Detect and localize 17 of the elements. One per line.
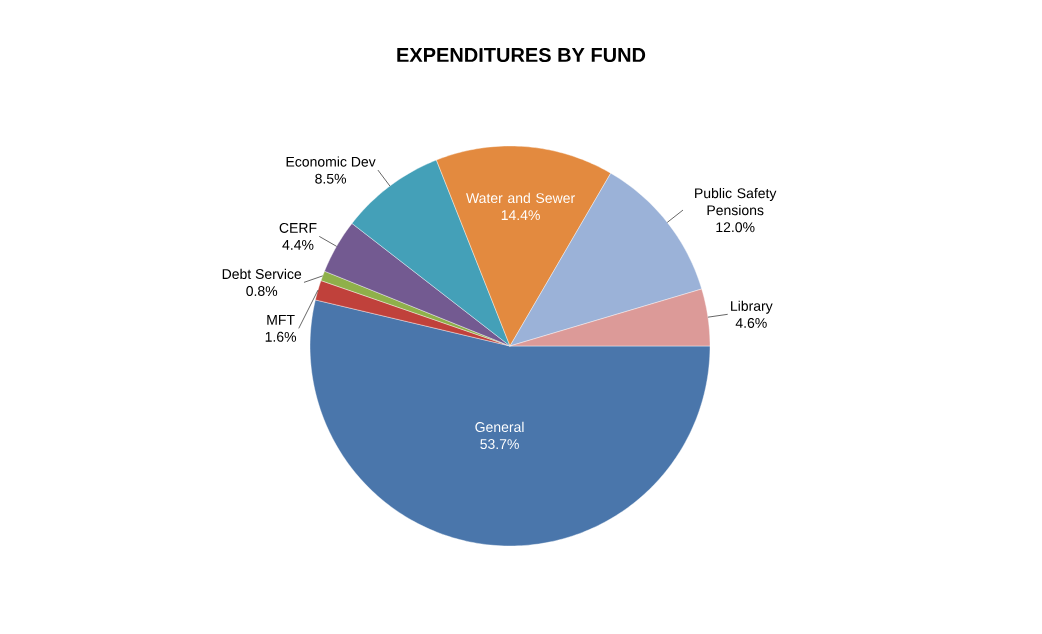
slice-label: Library [731, 300, 773, 314]
slice-label: General [475, 421, 524, 433]
data-label: 4.4% [282, 240, 314, 250]
slice-label: CERF [279, 222, 317, 233]
slice-label: Debt Service [222, 268, 302, 280]
chart-title: EXPENDITURES BY FUND [397, 47, 646, 63]
slice-label: Economic Dev [286, 156, 376, 167]
slice-label: MFT [267, 315, 295, 325]
data-label: 8.5% [315, 173, 347, 184]
data-label: 12.0% [716, 222, 755, 233]
data-label: 14.4% [501, 210, 540, 220]
slice-label: Public Safety Pensions [695, 187, 777, 216]
data-label: 1.6% [265, 331, 297, 342]
data-label: 0.8% [246, 286, 278, 297]
data-label: 4.6% [735, 318, 767, 328]
slice-label: Water and Sewer [466, 192, 575, 204]
data-label: 53.7% [480, 439, 519, 450]
